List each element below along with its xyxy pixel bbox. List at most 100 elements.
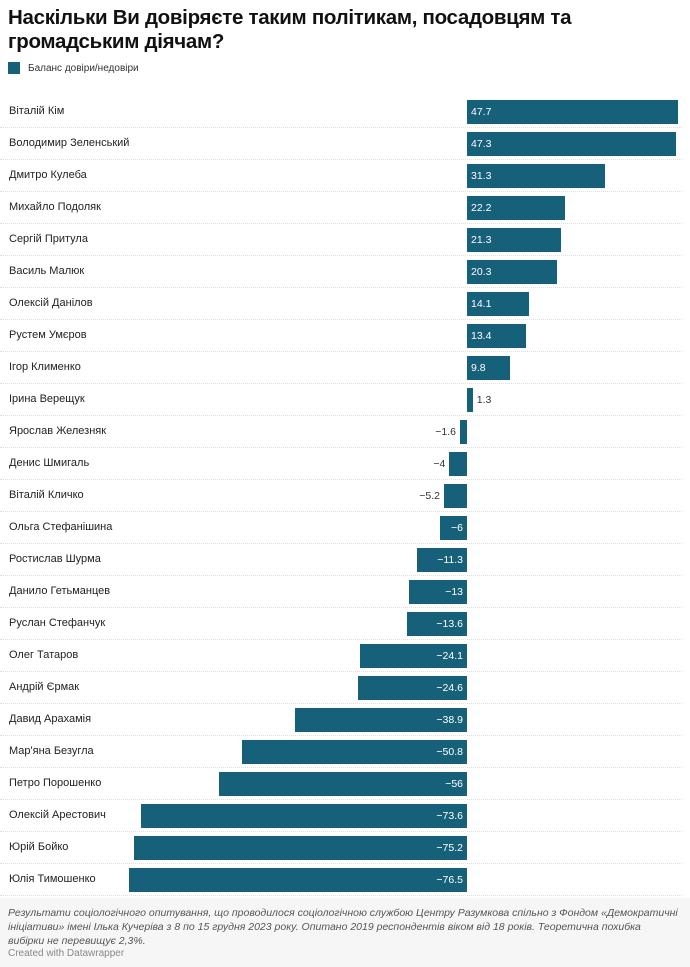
value-label: −50.8 xyxy=(436,746,463,758)
bar xyxy=(242,740,467,764)
value-label: −13.6 xyxy=(436,618,463,630)
bar-row: Ярослав Железняк −1.6 xyxy=(0,416,682,448)
bar-row: Юрій Бойко −75.2 xyxy=(0,832,682,864)
bar xyxy=(409,580,467,604)
category-label: Ірина Верещук xyxy=(9,393,85,405)
category-label: Ігор Клименко xyxy=(9,361,81,373)
value-label: −1.6 xyxy=(435,426,456,438)
category-label: Рустем Умєров xyxy=(9,329,87,341)
bar xyxy=(459,420,467,444)
source-note: Результати соціологічного опитування, що… xyxy=(8,907,678,947)
footer: Результати соціологічного опитування, що… xyxy=(0,898,690,967)
legend: Баланс довіри/недовіри xyxy=(8,62,139,74)
bar-row: Андрій Єрмак −24.6 xyxy=(0,672,682,704)
bar-row: Давид Арахамія −38.9 xyxy=(0,704,682,736)
bar-row: Віталій Кличко −5.2 xyxy=(0,480,682,512)
value-label: 22.2 xyxy=(471,202,492,214)
category-label: Ростислав Шурма xyxy=(9,553,101,565)
value-label: 14.1 xyxy=(471,298,492,310)
value-label: 47.7 xyxy=(471,106,492,118)
value-label: −11.3 xyxy=(437,554,463,566)
bar xyxy=(467,228,562,252)
category-label: Мар'яна Безугла xyxy=(9,745,94,757)
bar-row: Олексій Данілов 14.1 xyxy=(0,288,682,320)
credit-link[interactable]: Created with Datawrapper xyxy=(8,948,125,959)
value-label: −24.1 xyxy=(436,650,463,662)
bar-row: Ігор Клименко 9.8 xyxy=(0,352,682,384)
legend-label: Баланс довіри/недовіри xyxy=(28,62,139,74)
value-label: 1.3 xyxy=(476,394,492,406)
value-label: −13 xyxy=(445,586,463,598)
value-label: 31.3 xyxy=(471,170,492,182)
bar-row: Сергій Притула 21.3 xyxy=(0,224,682,256)
value-label: −73.6 xyxy=(436,810,463,822)
bar-row: Денис Шмигаль −4 xyxy=(0,448,682,480)
value-label: 20.3 xyxy=(471,266,492,278)
category-label: Юлія Тимошенко xyxy=(9,873,96,885)
value-label: −56 xyxy=(445,778,463,790)
category-label: Ольга Стефанішина xyxy=(9,521,113,533)
bar-row: Михайло Подоляк 22.2 xyxy=(0,192,682,224)
category-label: Дмитро Кулеба xyxy=(9,169,87,181)
bar-row: Олег Татаров −24.1 xyxy=(0,640,682,672)
bar-row: Олексій Арестович −73.6 xyxy=(0,800,682,832)
bar-row: Мар'яна Безугла −50.8 xyxy=(0,736,682,768)
category-label: Данило Гетьманцев xyxy=(9,585,111,597)
category-label: Давид Арахамія xyxy=(9,713,92,725)
value-label: −6 xyxy=(451,522,463,534)
bar xyxy=(440,516,467,540)
bar-row: Дмитро Кулеба 31.3 xyxy=(0,160,682,192)
value-label: 9.8 xyxy=(471,362,486,374)
bar xyxy=(467,324,527,348)
legend-swatch xyxy=(8,62,20,74)
bar xyxy=(134,836,467,860)
bar-row: Юлія Тимошенко −76.5 xyxy=(0,864,682,896)
bar-row: Ольга Стефанішина −6 xyxy=(0,512,682,544)
category-label: Василь Малюк xyxy=(9,265,85,277)
bar xyxy=(467,164,606,188)
bar-row: Василь Малюк 20.3 xyxy=(0,256,682,288)
category-label: Володимир Зеленський xyxy=(9,137,130,149)
category-label: Віталій Кличко xyxy=(9,489,84,501)
bar-row: Рустем Умєров 13.4 xyxy=(0,320,682,352)
bar xyxy=(417,548,467,572)
category-label: Петро Порошенко xyxy=(9,777,102,789)
bar xyxy=(219,772,467,796)
bar-row: Володимир Зеленський 47.3 xyxy=(0,128,682,160)
category-label: Ярослав Железняк xyxy=(9,425,107,437)
value-label: −4 xyxy=(433,458,446,470)
bar xyxy=(406,612,467,636)
bar xyxy=(128,868,467,892)
bar xyxy=(467,292,530,316)
value-label: 13.4 xyxy=(471,330,492,342)
category-label: Віталій Кім xyxy=(9,105,65,117)
bar-row: Руслан Стефанчук −13.6 xyxy=(0,608,682,640)
category-label: Руслан Стефанчук xyxy=(9,617,106,629)
bar xyxy=(467,388,473,412)
value-label: −75.2 xyxy=(436,842,463,854)
bar xyxy=(141,804,467,828)
value-label: −76.5 xyxy=(436,874,463,886)
bar xyxy=(443,484,467,508)
category-label: Юрій Бойко xyxy=(9,841,69,853)
bar xyxy=(467,196,566,220)
bar xyxy=(467,260,557,284)
bar-row: Ірина Верещук 1.3 xyxy=(0,384,682,416)
bar-row: Петро Порошенко −56 xyxy=(0,768,682,800)
category-label: Андрій Єрмак xyxy=(9,681,80,693)
bar xyxy=(467,132,677,156)
value-label: −38.9 xyxy=(436,714,463,726)
value-label: −5.2 xyxy=(419,490,440,502)
category-label: Олексій Данілов xyxy=(9,297,93,309)
category-label: Олексій Арестович xyxy=(9,809,106,821)
bar xyxy=(360,644,467,668)
category-label: Сергій Притула xyxy=(9,233,88,245)
chart-title: Наскільки Ви довіряєте таким політикам, … xyxy=(8,6,572,53)
category-label: Михайло Подоляк xyxy=(9,201,101,213)
bar xyxy=(467,100,678,124)
category-label: Денис Шмигаль xyxy=(9,457,90,469)
bar xyxy=(294,708,467,732)
bar xyxy=(358,676,467,700)
value-label: 47.3 xyxy=(471,138,492,150)
